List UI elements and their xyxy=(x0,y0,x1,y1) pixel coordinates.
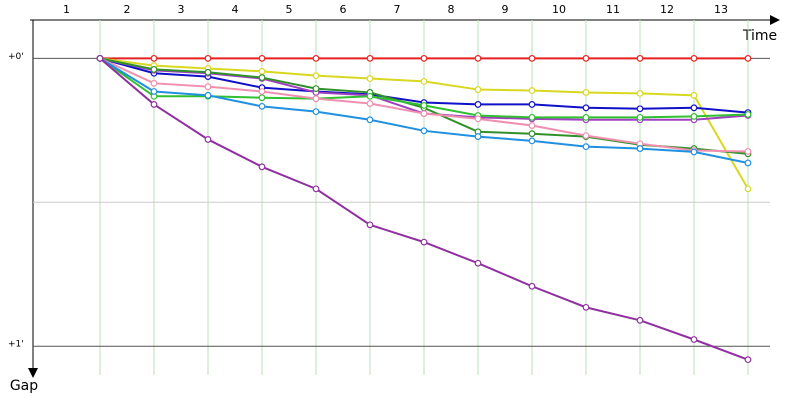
data-point xyxy=(690,91,698,99)
x-axis-label: Time xyxy=(742,28,777,44)
data-point xyxy=(204,68,212,76)
data-point xyxy=(366,100,374,107)
data-point xyxy=(582,143,590,151)
data-point xyxy=(744,356,752,364)
data-point xyxy=(582,303,590,311)
data-point xyxy=(582,104,590,112)
data-point xyxy=(528,54,536,62)
x-tick-label: 9 xyxy=(502,3,509,16)
x-tick-label: 12 xyxy=(660,3,674,16)
data-point xyxy=(96,54,104,62)
data-point xyxy=(366,54,374,62)
x-tick-label: 5 xyxy=(286,3,293,16)
y-tick-label: +1' xyxy=(8,340,24,350)
data-point xyxy=(204,136,212,143)
data-point xyxy=(474,54,482,62)
data-point xyxy=(150,88,158,95)
data-point xyxy=(474,101,482,108)
x-tick-label: 7 xyxy=(394,3,401,16)
x-tick-label: 1 xyxy=(63,3,70,16)
data-point xyxy=(744,159,752,167)
data-point xyxy=(258,94,266,102)
data-point xyxy=(690,148,698,156)
x-tick-label: 13 xyxy=(714,3,728,16)
data-point xyxy=(474,259,482,267)
data-point xyxy=(528,122,536,129)
data-point xyxy=(636,113,644,121)
data-point xyxy=(744,54,752,62)
data-point xyxy=(744,185,752,193)
data-point xyxy=(258,163,266,171)
x-tick-label: 4 xyxy=(232,3,239,16)
x-tick-label: 8 xyxy=(448,3,455,16)
data-point xyxy=(312,185,320,193)
data-point xyxy=(204,91,212,99)
x-tick-label: 2 xyxy=(124,3,131,16)
data-point xyxy=(636,105,644,113)
data-point xyxy=(420,238,428,246)
data-point xyxy=(258,88,266,95)
data-point xyxy=(312,85,320,93)
data-point xyxy=(258,74,266,81)
data-point xyxy=(258,102,266,110)
data-point xyxy=(150,79,158,87)
data-point xyxy=(744,148,752,155)
data-point xyxy=(204,83,212,91)
data-point xyxy=(312,108,320,116)
data-point xyxy=(312,95,320,103)
data-point xyxy=(474,115,482,123)
data-point xyxy=(690,104,698,112)
data-point xyxy=(366,75,374,82)
x-axis-arrow xyxy=(770,15,780,25)
data-point xyxy=(636,145,644,152)
data-point xyxy=(150,101,158,108)
x-tick-label: 3 xyxy=(178,3,185,16)
data-point xyxy=(366,116,374,124)
y-axis-label: Gap xyxy=(10,378,38,394)
data-point xyxy=(258,54,266,62)
data-point xyxy=(636,54,644,62)
data-point xyxy=(690,336,698,343)
data-point xyxy=(150,66,158,73)
data-point xyxy=(528,113,536,121)
data-point xyxy=(528,282,536,290)
data-point xyxy=(474,133,482,140)
data-point xyxy=(582,113,590,121)
data-point xyxy=(150,54,158,62)
data-point xyxy=(636,316,644,324)
data-point xyxy=(528,137,536,145)
data-point xyxy=(420,101,428,109)
data-point xyxy=(528,130,536,138)
data-point xyxy=(420,54,428,62)
data-point xyxy=(582,54,590,62)
data-point xyxy=(690,113,698,120)
y-axis-arrow xyxy=(28,368,38,378)
data-point xyxy=(582,132,590,140)
data-point xyxy=(528,87,536,94)
data-point xyxy=(420,78,428,85)
data-point xyxy=(366,92,374,100)
data-point xyxy=(420,127,428,135)
data-point xyxy=(312,72,320,80)
x-tick-label: 6 xyxy=(340,3,347,16)
data-point xyxy=(204,54,212,62)
data-point xyxy=(690,54,698,62)
x-tick-label: 11 xyxy=(606,3,620,16)
data-point xyxy=(366,221,374,229)
data-point xyxy=(636,89,644,97)
data-point xyxy=(420,110,428,117)
y-tick-label: +0' xyxy=(8,52,24,62)
data-point xyxy=(582,89,590,96)
data-point xyxy=(528,101,536,108)
x-tick-label: 10 xyxy=(552,3,566,16)
data-point xyxy=(474,86,482,93)
data-point xyxy=(258,67,266,75)
data-point xyxy=(312,54,320,62)
data-point xyxy=(744,111,752,118)
